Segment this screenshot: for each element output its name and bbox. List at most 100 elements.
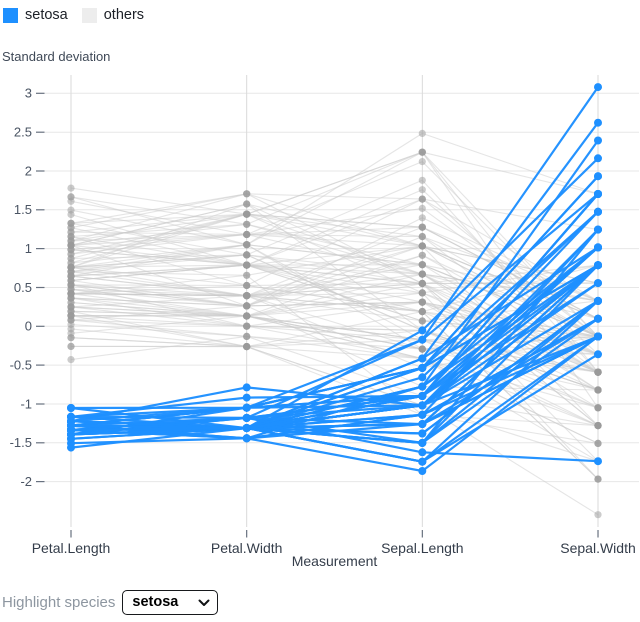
y-tick-label: 1.5 xyxy=(14,202,32,217)
data-point-setosa xyxy=(67,443,75,452)
legend-label-setosa: setosa xyxy=(25,7,68,23)
data-point-others xyxy=(67,298,75,307)
data-point-others xyxy=(67,219,75,227)
data-point-setosa xyxy=(418,392,427,400)
data-point-others xyxy=(243,302,251,310)
data-point-setosa xyxy=(594,190,602,198)
data-point-others xyxy=(418,317,426,325)
data-point-setosa xyxy=(594,207,602,216)
highlight-species-label: Highlight species xyxy=(2,594,116,611)
legend-item-setosa: setosa xyxy=(3,7,68,23)
species-select-wrap: setosa xyxy=(122,590,219,615)
data-point-setosa xyxy=(594,296,602,305)
data-point-others xyxy=(243,261,251,269)
data-point-setosa xyxy=(418,363,427,372)
data-point-others xyxy=(243,220,251,228)
data-point-others xyxy=(594,511,602,519)
y-tick-label: -1 xyxy=(20,396,32,411)
y-tick-label: -2 xyxy=(20,474,32,489)
data-point-setosa xyxy=(594,243,602,252)
data-line-others xyxy=(70,203,599,373)
data-line-others xyxy=(70,337,599,409)
data-point-others xyxy=(418,176,426,184)
data-point-setosa xyxy=(242,413,251,422)
data-line-others xyxy=(70,198,599,302)
data-point-others xyxy=(594,439,602,447)
y-tick-label: 0.5 xyxy=(14,280,32,295)
y-tick-label: 1 xyxy=(25,241,32,256)
data-point-setosa xyxy=(418,354,427,363)
data-point-setosa xyxy=(594,172,602,181)
data-point-others xyxy=(67,307,75,315)
data-point-others xyxy=(418,233,426,241)
y-tick-label: 3 xyxy=(25,86,32,101)
setosa-swatch-icon xyxy=(3,7,18,23)
data-line-others xyxy=(70,306,599,341)
data-point-others xyxy=(243,251,251,259)
data-line-others xyxy=(70,264,599,338)
data-point-others xyxy=(67,184,75,192)
data-point-others xyxy=(594,404,602,412)
data-point-others xyxy=(418,148,426,156)
data-point-setosa xyxy=(418,438,427,447)
data-line-others xyxy=(70,132,599,246)
x-tick-label: Sepal.Width xyxy=(560,540,635,556)
data-point-setosa xyxy=(242,434,251,443)
data-line-others xyxy=(70,244,599,338)
data-line-others xyxy=(70,213,599,294)
data-point-others xyxy=(243,200,251,208)
x-tick-label: Sepal.Length xyxy=(381,540,464,556)
data-line-others xyxy=(70,315,599,427)
data-line-others xyxy=(70,345,599,462)
data-point-setosa xyxy=(594,350,602,359)
data-line-others xyxy=(70,305,599,391)
data-line-others xyxy=(70,274,599,427)
data-point-others xyxy=(67,325,75,333)
x-tick-label: Petal.Width xyxy=(211,540,283,556)
y-tick-label: 0 xyxy=(25,319,32,334)
data-point-setosa xyxy=(418,448,427,457)
data-point-others xyxy=(243,343,251,351)
data-point-others xyxy=(67,193,75,201)
data-point-others xyxy=(67,263,75,271)
data-point-setosa xyxy=(418,429,427,438)
data-point-setosa xyxy=(242,383,251,392)
data-point-others xyxy=(243,271,251,279)
data-point-others xyxy=(243,190,251,198)
x-tick-label: Petal.Length xyxy=(32,540,111,556)
data-point-others xyxy=(418,261,426,269)
data-point-others xyxy=(243,332,251,340)
data-point-others xyxy=(418,308,426,316)
data-point-others xyxy=(594,368,602,376)
data-point-others xyxy=(67,206,75,214)
data-point-setosa xyxy=(594,83,602,92)
data-point-setosa xyxy=(418,326,427,335)
data-point-others xyxy=(67,228,75,236)
data-point-setosa xyxy=(242,403,251,412)
data-point-others xyxy=(418,158,426,166)
x-axis-title: Measurement xyxy=(292,553,378,569)
data-line-others xyxy=(70,151,599,225)
data-point-others xyxy=(594,422,602,430)
data-point-others xyxy=(418,204,426,212)
data-point-setosa xyxy=(418,401,427,410)
data-point-others xyxy=(418,251,426,259)
data-point-setosa xyxy=(594,261,602,270)
data-point-setosa xyxy=(594,279,602,288)
data-point-others xyxy=(243,210,251,218)
data-point-others xyxy=(594,475,602,483)
data-point-setosa xyxy=(594,457,602,466)
data-point-setosa xyxy=(594,332,602,341)
data-line-setosa xyxy=(69,228,600,440)
data-point-others xyxy=(67,237,75,245)
species-select[interactable]: setosa xyxy=(122,590,219,615)
data-point-others xyxy=(418,270,426,278)
legend-label-others: others xyxy=(103,7,145,23)
y-tick-label: -1.5 xyxy=(10,435,32,450)
data-point-others xyxy=(418,279,426,288)
data-point-setosa xyxy=(242,393,251,402)
data-point-setosa xyxy=(594,154,602,163)
data-line-others xyxy=(70,233,599,338)
data-line-others xyxy=(70,264,599,338)
data-point-others xyxy=(243,292,251,300)
